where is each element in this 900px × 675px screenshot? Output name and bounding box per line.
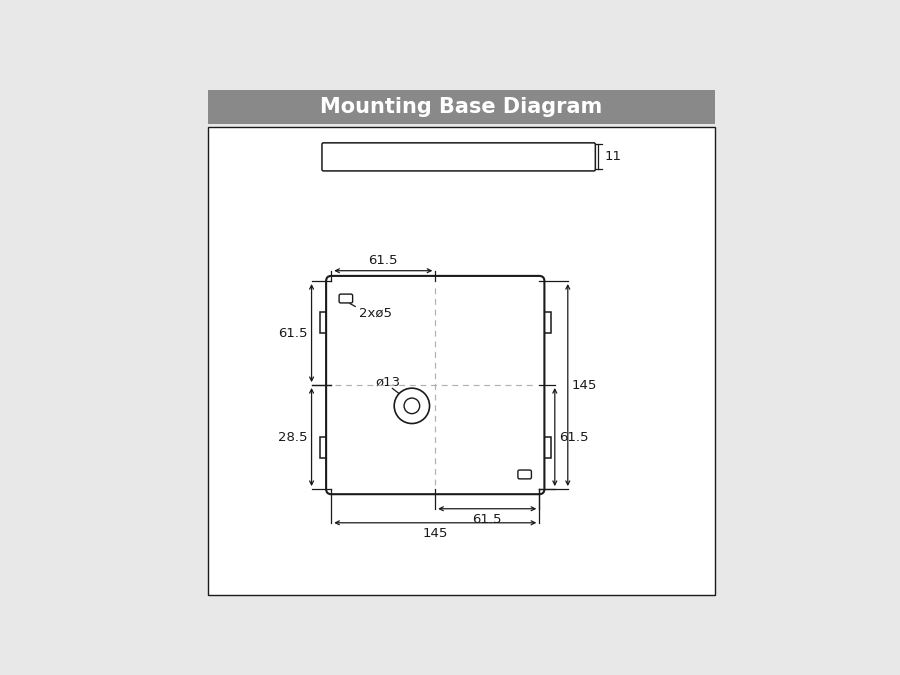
FancyBboxPatch shape (320, 313, 331, 333)
Bar (208, 90, 715, 124)
Text: 61.5: 61.5 (472, 513, 502, 526)
Text: 28.5: 28.5 (278, 431, 308, 443)
Text: ø13: ø13 (375, 376, 401, 389)
FancyBboxPatch shape (539, 313, 551, 333)
FancyBboxPatch shape (322, 143, 595, 171)
Circle shape (404, 398, 419, 414)
FancyBboxPatch shape (539, 437, 551, 458)
Text: 145: 145 (423, 527, 448, 540)
FancyBboxPatch shape (518, 470, 531, 479)
Text: 61.5: 61.5 (368, 254, 398, 267)
FancyBboxPatch shape (326, 276, 544, 494)
Text: 11: 11 (604, 151, 621, 163)
Text: Mounting Base Diagram: Mounting Base Diagram (320, 97, 602, 117)
Text: 61.5: 61.5 (559, 431, 589, 443)
Circle shape (394, 388, 429, 423)
FancyBboxPatch shape (339, 294, 353, 303)
FancyBboxPatch shape (320, 437, 331, 458)
Text: 145: 145 (572, 379, 598, 391)
Text: 2xø5: 2xø5 (359, 306, 392, 319)
Text: 61.5: 61.5 (278, 327, 308, 340)
